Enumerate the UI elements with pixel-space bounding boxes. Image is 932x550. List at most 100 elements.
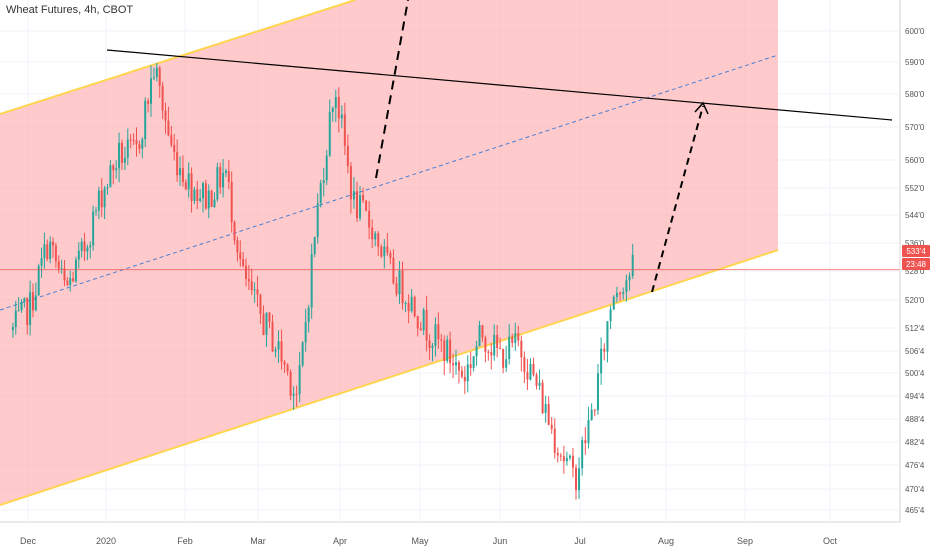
candle-body	[377, 233, 380, 247]
time-axis[interactable]: Dec 2020 Feb Mar Apr May Jun Jul Aug Sep Oct	[0, 521, 932, 550]
price-tick-label: 488'4	[905, 415, 925, 424]
candle-body	[245, 265, 248, 280]
candle-body	[129, 139, 132, 141]
candle-body	[69, 278, 72, 286]
price-tick-label: 570'0	[905, 123, 925, 132]
candle-body	[446, 339, 449, 361]
candle-body	[138, 144, 141, 149]
candle-body	[422, 309, 425, 331]
candle-body	[316, 203, 319, 238]
candle-body	[463, 376, 466, 382]
candle-body	[222, 173, 225, 188]
candle-body	[568, 455, 571, 459]
price-axis-background	[900, 0, 932, 550]
candle-body	[434, 324, 437, 346]
candle-body	[490, 352, 493, 356]
candle-body	[262, 313, 265, 335]
candle-body	[425, 309, 428, 341]
candle-body	[517, 333, 520, 341]
candle-body	[190, 173, 193, 201]
candle-body	[523, 357, 526, 373]
candle-body	[295, 393, 298, 395]
candle-body	[310, 254, 313, 308]
drawings	[0, 0, 900, 293]
candle-body	[66, 280, 69, 286]
price-tick-label: 470'4	[905, 485, 925, 494]
candle-body	[325, 155, 328, 181]
price-tick-label: 465'4	[905, 506, 925, 515]
candle-body	[259, 294, 262, 314]
candle-body	[606, 321, 609, 352]
candle-body	[115, 168, 118, 171]
candle-body	[587, 420, 590, 444]
candle-body	[452, 363, 455, 366]
price-tick-label: 552'0	[905, 184, 925, 193]
price-tick-label: 544'0	[905, 211, 925, 220]
candle-body	[571, 455, 574, 468]
candle-body	[184, 182, 187, 190]
candle-body	[179, 168, 182, 176]
candle-body	[227, 170, 230, 182]
candle-body	[247, 279, 250, 282]
candle-body	[155, 67, 158, 78]
price-tick-label: 580'0	[905, 90, 925, 99]
candle-body	[152, 77, 155, 79]
candle-body	[603, 348, 606, 352]
candle-body	[457, 362, 460, 371]
candle-body	[20, 302, 23, 311]
candle-body	[161, 85, 164, 111]
candle-body	[481, 325, 484, 338]
candle-body	[472, 356, 475, 368]
candle-body	[499, 347, 502, 349]
candle-body	[31, 292, 34, 311]
candle-body	[173, 144, 176, 153]
candle-body	[34, 295, 37, 311]
candle-body	[170, 135, 173, 145]
candle-body	[216, 167, 219, 200]
time-tick-label: Jun	[493, 536, 508, 546]
candle-body	[144, 100, 147, 140]
channel-lower-edge	[0, 249, 779, 506]
candle-body	[559, 455, 562, 457]
candle-body	[120, 142, 123, 163]
candle-body	[109, 165, 112, 188]
price-tick-label: 600'0	[905, 27, 925, 36]
candle-body	[484, 337, 487, 352]
candle-body	[83, 241, 86, 252]
candle-body	[77, 250, 80, 260]
candle-body	[313, 237, 316, 255]
candle-body	[112, 165, 115, 171]
candle-body	[334, 97, 337, 109]
candle-body	[622, 292, 625, 295]
candle-body	[86, 247, 89, 252]
candle-body	[210, 190, 213, 207]
candles	[11, 62, 634, 500]
candle-body	[118, 142, 121, 169]
candle-body	[126, 139, 129, 158]
candle-body	[52, 241, 55, 246]
candle-body	[322, 180, 325, 183]
price-axis[interactable]: 600'0 590'0 580'0 570'0 560'0 552'0 544'0 536'0…	[899, 0, 932, 550]
candle-body	[343, 114, 346, 146]
candle-body	[565, 458, 568, 462]
candle-body	[547, 404, 550, 425]
candle-body	[256, 289, 259, 295]
candle-body	[584, 440, 587, 444]
candle-body	[404, 302, 407, 304]
candle-body	[505, 359, 508, 368]
candle-body	[72, 278, 75, 282]
candle-body	[337, 97, 340, 119]
channel-midline	[0, 54, 779, 311]
candle-body	[57, 261, 60, 269]
candle-body	[274, 349, 277, 352]
candle-body	[538, 382, 541, 386]
candle-body	[581, 440, 584, 469]
time-tick-label: Apr	[333, 536, 347, 546]
candle-body	[544, 404, 547, 414]
candle-body	[395, 283, 398, 295]
candle-body	[526, 372, 529, 380]
candle-body	[150, 78, 153, 104]
candle-body	[615, 292, 618, 297]
time-tick-label: Aug	[658, 536, 674, 546]
